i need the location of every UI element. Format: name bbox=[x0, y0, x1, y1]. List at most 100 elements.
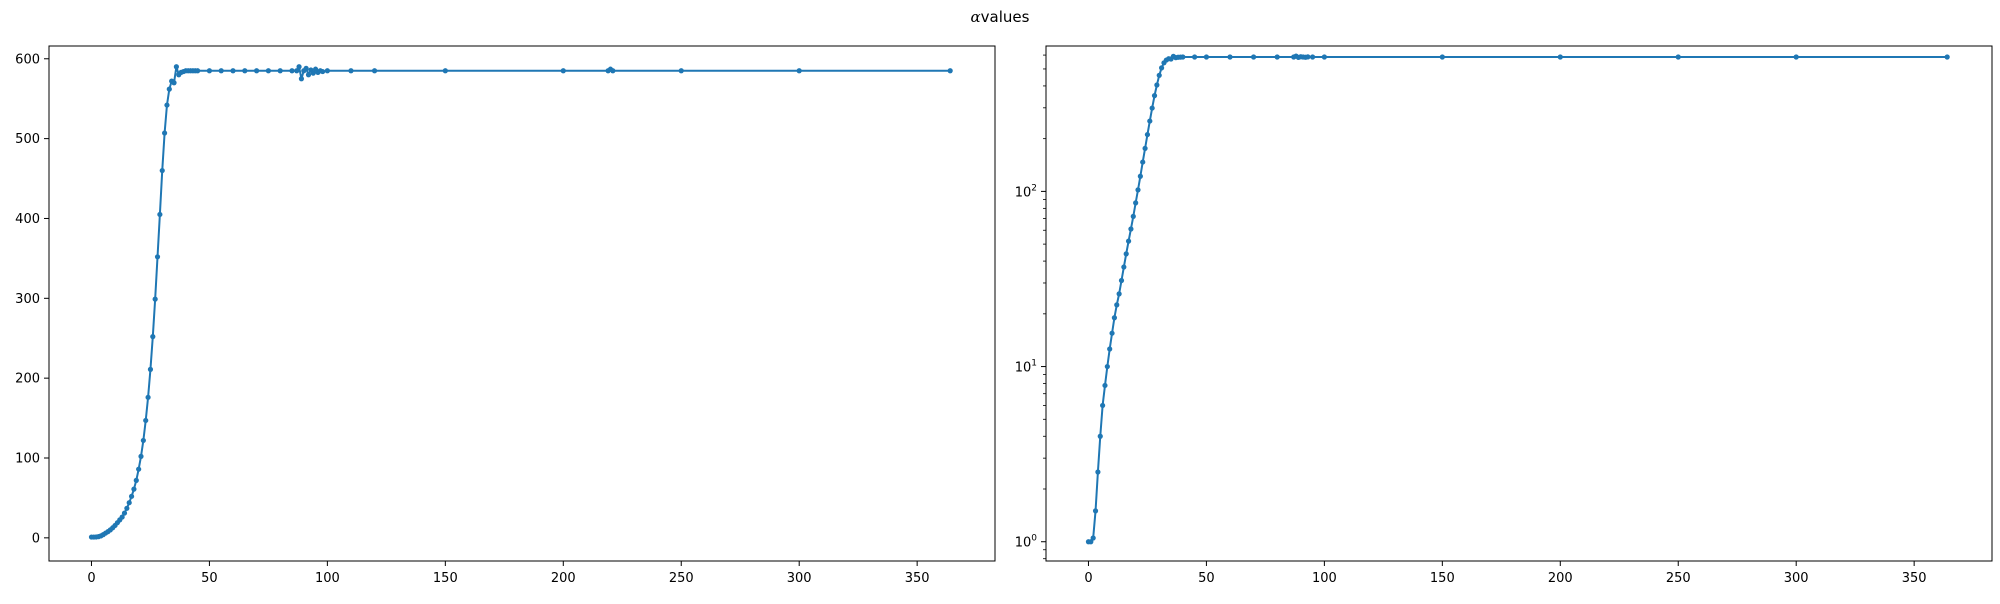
data-point bbox=[277, 68, 283, 74]
data-point bbox=[242, 68, 248, 74]
data-point bbox=[152, 296, 158, 302]
x-tick-label: 50 bbox=[201, 571, 218, 586]
data-point bbox=[157, 211, 163, 218]
x-tick-label: 0 bbox=[1084, 571, 1092, 586]
data-point bbox=[1088, 539, 1094, 545]
data-point bbox=[1154, 82, 1160, 88]
y-tick-label: 100 bbox=[1015, 534, 1038, 551]
data-point bbox=[1133, 200, 1139, 206]
data-point bbox=[303, 65, 309, 71]
x-tick-label: 200 bbox=[551, 571, 576, 586]
data-point bbox=[560, 68, 566, 74]
y-tick-label: 600 bbox=[15, 52, 40, 67]
data-point bbox=[298, 76, 305, 82]
y-tick-label: 102 bbox=[1015, 183, 1037, 200]
data-point bbox=[305, 72, 312, 78]
data-point bbox=[1557, 54, 1563, 60]
data-point bbox=[218, 68, 224, 74]
data-point bbox=[1107, 346, 1113, 352]
data-point bbox=[1321, 54, 1327, 60]
data-point bbox=[1147, 118, 1153, 124]
data-point bbox=[1149, 105, 1155, 111]
data-point bbox=[1309, 54, 1316, 60]
data-point bbox=[124, 505, 130, 511]
chart-panel-1: 0 50 100 150 200 250 300 350 0 100 200 300 400 500 600 bbox=[15, 45, 996, 586]
x-tick-label: 150 bbox=[1430, 571, 1455, 586]
data-point bbox=[150, 334, 156, 340]
data-point bbox=[164, 102, 170, 108]
data-point bbox=[610, 68, 616, 74]
chart-panel-2: 0 50 100 150 200 250 300 350 100 101 102 bbox=[1015, 45, 1993, 586]
x-tick-label: 100 bbox=[1312, 571, 1337, 586]
data-point bbox=[145, 394, 151, 400]
x-tick-label: 350 bbox=[905, 571, 930, 586]
data-point bbox=[1151, 93, 1158, 99]
data-point bbox=[1203, 54, 1210, 60]
y-tick-label: 0 bbox=[32, 531, 40, 546]
series-line bbox=[1088, 55, 1948, 543]
data-point bbox=[294, 68, 300, 74]
data-point bbox=[1114, 302, 1120, 308]
data-point bbox=[195, 68, 201, 74]
y-tick-label: 200 bbox=[15, 372, 40, 387]
data-point bbox=[1142, 145, 1148, 151]
x-tick-label: 300 bbox=[1784, 571, 1809, 586]
data-point bbox=[254, 68, 260, 74]
figure-title-symbol: α bbox=[970, 8, 981, 26]
data-point bbox=[1227, 54, 1233, 60]
data-point bbox=[159, 167, 165, 174]
data-point bbox=[1135, 187, 1141, 193]
data-point bbox=[289, 68, 295, 74]
data-point bbox=[136, 466, 142, 472]
x-tick-label: 300 bbox=[787, 571, 812, 586]
plot-frame bbox=[1045, 45, 1993, 562]
data-point bbox=[678, 68, 684, 74]
plot-frame bbox=[48, 45, 996, 562]
y-tick-label: 500 bbox=[15, 132, 40, 147]
data-point bbox=[1097, 433, 1103, 439]
data-point bbox=[121, 510, 128, 516]
data-point bbox=[1944, 54, 1950, 60]
x-tick-label: 350 bbox=[1902, 571, 1927, 586]
data-point bbox=[1109, 330, 1115, 336]
data-point bbox=[162, 130, 168, 136]
data-point bbox=[131, 486, 137, 492]
data-point bbox=[1095, 469, 1101, 475]
data-point bbox=[1104, 363, 1110, 370]
x-tick-label: 150 bbox=[433, 571, 458, 586]
data-point bbox=[1100, 402, 1106, 409]
data-point bbox=[947, 68, 953, 74]
data-point bbox=[173, 64, 179, 70]
y-tick-label: 400 bbox=[15, 212, 40, 227]
data-point bbox=[1111, 315, 1118, 321]
data-point bbox=[126, 500, 132, 506]
data-point bbox=[1180, 54, 1186, 60]
data-point bbox=[1439, 54, 1445, 60]
data-point bbox=[310, 70, 316, 76]
data-point bbox=[1121, 264, 1127, 270]
data-point bbox=[442, 68, 448, 74]
data-point bbox=[140, 437, 146, 444]
data-point bbox=[1130, 213, 1136, 219]
data-point bbox=[133, 477, 139, 483]
data-point bbox=[147, 366, 154, 372]
y-tick-label: 100 bbox=[15, 452, 40, 467]
data-point bbox=[1137, 173, 1143, 179]
data-point bbox=[119, 514, 125, 520]
data-point bbox=[138, 453, 144, 459]
x-tick-label: 200 bbox=[1548, 571, 1573, 586]
data-point bbox=[1159, 65, 1165, 71]
data-point bbox=[1123, 251, 1129, 257]
data-point bbox=[1116, 291, 1122, 297]
data-point bbox=[296, 64, 302, 70]
data-point bbox=[324, 68, 330, 74]
data-point bbox=[143, 417, 149, 424]
data-point bbox=[1251, 54, 1257, 60]
data-point bbox=[230, 68, 236, 74]
x-tick-label: 250 bbox=[1666, 571, 1691, 586]
x-tick-label: 50 bbox=[1198, 571, 1215, 586]
data-point bbox=[1144, 131, 1151, 138]
data-point bbox=[1128, 226, 1134, 232]
